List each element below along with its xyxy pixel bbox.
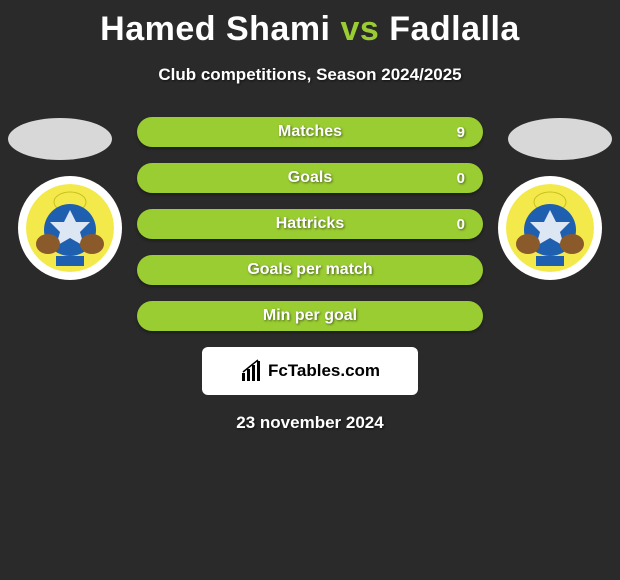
stat-bar-goals-per-match: Goals per match	[137, 255, 483, 285]
stat-label: Goals	[288, 169, 332, 187]
stat-value: 9	[457, 124, 465, 141]
subtitle: Club competitions, Season 2024/2025	[0, 65, 620, 85]
stat-bar-hattricks: Hattricks 0	[137, 209, 483, 239]
player2-name: Fadlalla	[389, 10, 520, 48]
player2-club-logo	[498, 176, 602, 280]
stat-label: Min per goal	[263, 307, 357, 325]
player1-club-logo	[18, 176, 122, 280]
player1-avatar	[8, 118, 112, 160]
club-emblem-icon	[26, 184, 114, 272]
stat-label: Goals per match	[247, 261, 372, 279]
bar-chart-icon	[240, 359, 264, 383]
branding-text: FcTables.com	[268, 361, 380, 381]
stat-label: Hattricks	[276, 215, 344, 233]
stat-bar-matches: Matches 9	[137, 117, 483, 147]
stat-value: 0	[457, 170, 465, 187]
stat-value: 0	[457, 216, 465, 233]
vs-word: vs	[340, 10, 379, 48]
date: 23 november 2024	[0, 413, 620, 433]
stat-label: Matches	[278, 123, 342, 141]
stat-bar-goals: Goals 0	[137, 163, 483, 193]
branding-badge: FcTables.com	[202, 347, 418, 395]
stats-container: Matches 9 Goals 0 Hattricks 0 Goals per …	[137, 117, 483, 331]
player1-name: Hamed Shami	[100, 10, 330, 48]
stat-bar-min-per-goal: Min per goal	[137, 301, 483, 331]
player2-avatar	[508, 118, 612, 160]
club-emblem-icon	[506, 184, 594, 272]
page-title: Hamed Shami vs Fadlalla	[0, 0, 620, 49]
